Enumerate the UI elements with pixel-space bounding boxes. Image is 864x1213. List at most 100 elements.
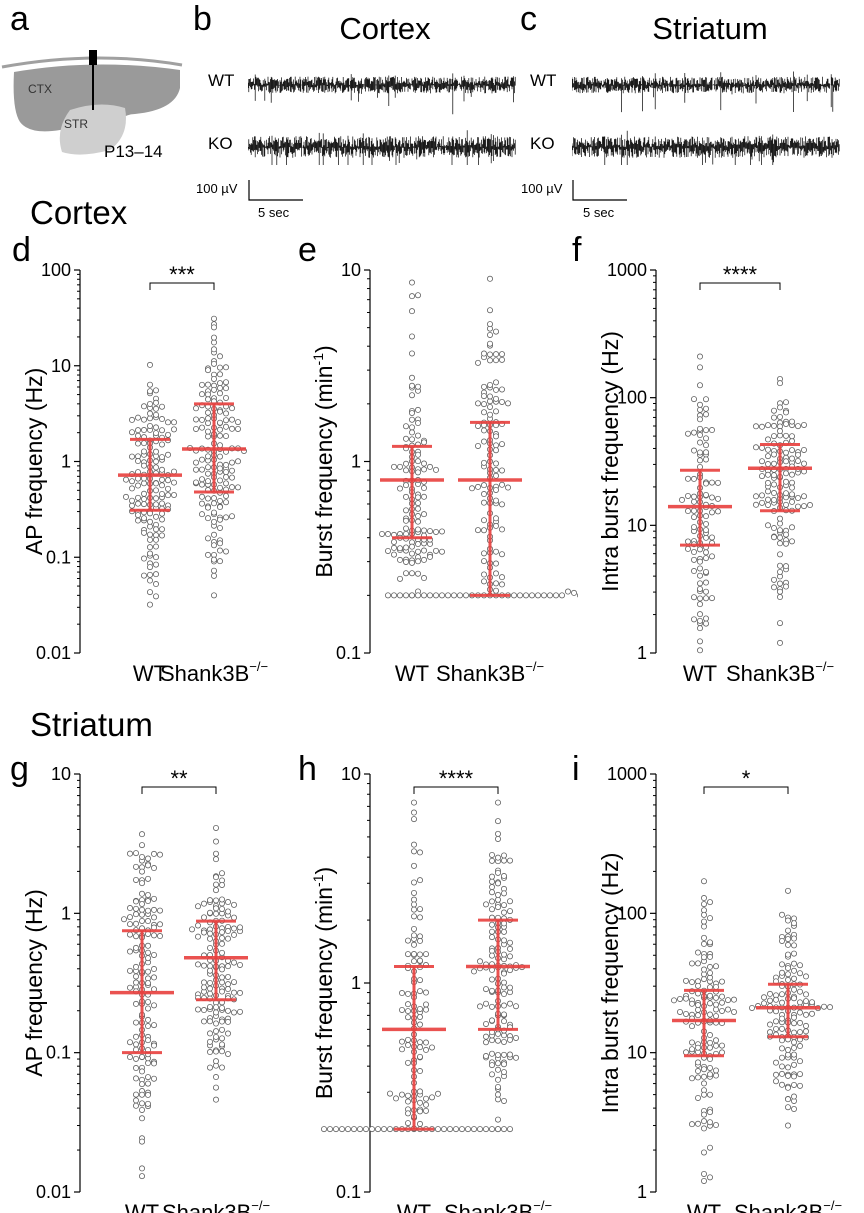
data-point xyxy=(146,550,153,557)
data-point xyxy=(206,909,213,916)
data-point xyxy=(128,429,135,436)
data-point xyxy=(772,1078,779,1085)
data-point xyxy=(788,433,795,440)
data-point xyxy=(236,924,243,931)
data-point xyxy=(222,548,229,555)
data-point xyxy=(144,1023,151,1030)
data-point xyxy=(718,1049,725,1056)
data-point xyxy=(150,951,157,958)
panel-label-f: f xyxy=(572,231,582,269)
data-point xyxy=(500,1061,507,1068)
data-point xyxy=(411,941,418,948)
data-point xyxy=(701,901,708,908)
data-point xyxy=(486,393,493,400)
data-point xyxy=(689,1121,696,1128)
data-point xyxy=(706,1011,713,1018)
data-point xyxy=(730,996,737,1003)
data-point xyxy=(708,494,715,501)
str-label: STR xyxy=(64,117,88,131)
data-point xyxy=(691,447,698,454)
data-point xyxy=(415,526,422,533)
data-point xyxy=(776,568,783,575)
x-category-label: WT xyxy=(133,661,167,686)
data-point xyxy=(224,928,231,935)
striatum-shape xyxy=(59,104,126,155)
data-point xyxy=(718,978,725,985)
data-point xyxy=(399,990,406,997)
data-point xyxy=(144,1037,151,1044)
data-point xyxy=(452,1126,459,1133)
data-point xyxy=(724,1006,731,1013)
data-point xyxy=(492,522,499,529)
data-point xyxy=(204,515,211,522)
data-point xyxy=(152,593,159,600)
significance-bracket xyxy=(703,786,789,794)
data-point xyxy=(784,1104,791,1111)
data-point xyxy=(764,436,771,443)
data-point xyxy=(697,601,704,608)
significance-stars: *** xyxy=(169,262,195,287)
data-point xyxy=(701,966,708,973)
data-point xyxy=(794,503,801,510)
data-point xyxy=(800,446,807,453)
data-point xyxy=(224,986,231,993)
data-point xyxy=(415,494,422,501)
chart-d-ap-frequency-cortex: 0.01 0.1 1 10 100 AP frequency (Hz) WTShank3B−… xyxy=(21,260,268,686)
data-point xyxy=(796,1058,803,1065)
data-point xyxy=(198,476,205,483)
data-point xyxy=(405,1042,412,1049)
data-point xyxy=(476,1126,483,1133)
data-point xyxy=(152,387,159,394)
data-point xyxy=(492,467,499,474)
significance-stars: **** xyxy=(723,262,758,287)
data-point xyxy=(697,585,704,592)
data-point xyxy=(778,937,785,944)
data-point xyxy=(363,1126,370,1133)
data-point xyxy=(192,405,199,412)
data-point xyxy=(702,442,709,449)
data-point xyxy=(416,937,423,944)
data-point xyxy=(146,361,153,368)
data-point xyxy=(140,515,147,522)
data-point xyxy=(224,1007,231,1014)
data-point xyxy=(790,967,797,974)
data-point xyxy=(784,1064,791,1071)
data-point xyxy=(438,592,445,599)
data-point xyxy=(385,531,392,538)
data-point xyxy=(701,1073,708,1080)
data-point xyxy=(695,1068,702,1075)
data-point xyxy=(697,617,704,624)
data-point xyxy=(138,1138,145,1145)
data-point xyxy=(146,601,153,608)
data-point xyxy=(218,988,225,995)
data-point xyxy=(415,570,422,577)
data-point xyxy=(144,1005,151,1012)
data-point xyxy=(776,428,783,435)
data-point xyxy=(482,1126,489,1133)
x-category-label: WT xyxy=(125,1200,159,1213)
data-point xyxy=(500,873,507,880)
data-point xyxy=(416,988,423,995)
data-point xyxy=(701,1080,708,1087)
data-point xyxy=(691,549,698,556)
chart-g-ap-frequency-striatum: 0.01 0.1 1 10 AP frequency (Hz) WT Shank3B−/− *… xyxy=(21,764,270,1213)
data-point xyxy=(712,1042,719,1049)
data-point xyxy=(432,466,439,473)
data-point xyxy=(144,855,151,862)
data-point xyxy=(702,396,709,403)
data-point xyxy=(480,517,487,524)
data-point xyxy=(128,497,135,504)
data-point xyxy=(164,485,171,492)
data-point xyxy=(776,404,783,411)
data-point xyxy=(216,364,223,371)
y-tick-label: 10 xyxy=(341,764,361,784)
data-point xyxy=(486,357,493,364)
data-point xyxy=(488,857,495,864)
data-point xyxy=(494,880,501,887)
data-point xyxy=(500,979,507,986)
data-point xyxy=(498,581,505,588)
data-point xyxy=(403,517,410,524)
data-point xyxy=(697,611,704,618)
data-point xyxy=(764,471,771,478)
data-point xyxy=(212,881,219,888)
